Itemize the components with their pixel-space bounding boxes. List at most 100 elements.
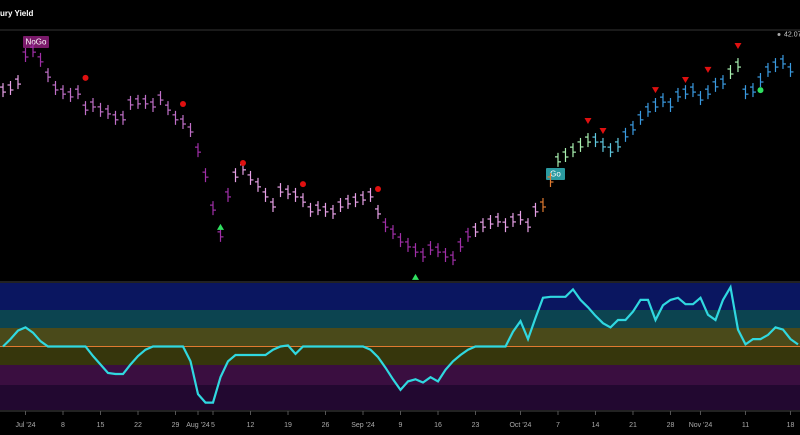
price-bar [614, 137, 621, 152]
signal [681, 77, 689, 83]
price-bar [232, 168, 239, 183]
annotation: Go [550, 170, 561, 179]
x-tick-label: 14 [592, 422, 600, 429]
price-bar [382, 218, 389, 233]
x-tick-label: 15 [97, 422, 105, 429]
band [0, 283, 800, 310]
oscillator-bands [0, 283, 800, 410]
price-bar [134, 94, 141, 109]
price-bar [637, 110, 644, 125]
price-bar [592, 133, 599, 148]
price-bar [247, 170, 254, 185]
band [0, 347, 800, 365]
price-bar [337, 198, 344, 212]
price-bar [52, 80, 59, 95]
price-bar [164, 101, 171, 116]
price-bar [59, 85, 66, 100]
x-tick-label: 22 [134, 422, 142, 429]
price-bar [322, 202, 329, 217]
price-bar [367, 187, 374, 202]
price-bar [674, 87, 681, 102]
price-bar [472, 223, 479, 237]
signal [216, 223, 224, 230]
price-bar [719, 75, 726, 90]
price-bar [757, 73, 764, 87]
price-bar [772, 58, 779, 73]
price-bar [89, 98, 96, 112]
price-bar [44, 68, 51, 83]
price-bar [397, 233, 404, 248]
signal [299, 181, 306, 188]
price-bar [127, 95, 134, 110]
price-bar [104, 104, 111, 119]
price-bar [795, 65, 800, 79]
price-bar [697, 91, 704, 106]
signal [374, 186, 381, 193]
price-bar [547, 173, 554, 187]
price-bar [532, 202, 539, 217]
price-bar [517, 210, 524, 225]
nogo-badge [23, 36, 49, 48]
oscillator-line [2, 284, 799, 404]
x-tick-label: 5 [211, 422, 215, 429]
price-bar [577, 137, 584, 152]
price-bar [112, 110, 119, 125]
x-tick-label: 16 [434, 422, 442, 429]
price-bar [404, 237, 411, 252]
price-bar [37, 52, 44, 67]
price-bar [704, 85, 711, 100]
price-bar [622, 127, 629, 142]
price-bar [277, 183, 284, 198]
price-bar [7, 80, 14, 95]
price-bar [667, 98, 674, 112]
price-bar [217, 227, 224, 242]
price-bar [262, 187, 269, 202]
price-bar [307, 202, 314, 217]
price-bar [644, 102, 651, 117]
price-bar [487, 215, 494, 230]
price-bar [29, 43, 36, 58]
x-tick-label: Aug '24 [186, 422, 210, 429]
signal [82, 74, 89, 81]
signal [584, 117, 592, 124]
price-bar [419, 248, 426, 262]
price-bar [224, 187, 231, 202]
price-bar [67, 87, 74, 102]
signal [239, 159, 246, 166]
x-tick-label: 19 [284, 422, 292, 429]
y-tick [777, 33, 781, 37]
price-bar [689, 83, 696, 98]
price-bar [194, 143, 201, 158]
x-tick-label: 26 [322, 422, 330, 429]
band [0, 365, 800, 385]
annotation: NoGo [26, 38, 47, 47]
price-bar [374, 204, 381, 219]
price-bar [202, 168, 209, 183]
price-bar [344, 194, 351, 209]
price-bar [187, 123, 194, 137]
price-bar [584, 133, 591, 148]
price-bar [712, 77, 719, 92]
signal [599, 128, 607, 135]
price-bar [97, 102, 104, 117]
price-bar [427, 241, 434, 256]
price-bar [74, 85, 81, 100]
price-bar [749, 83, 756, 98]
x-tick-label: 7 [556, 422, 560, 429]
price-bar [14, 75, 21, 90]
price-bar [434, 243, 441, 258]
price-bar [269, 198, 276, 212]
price-bar [652, 98, 659, 112]
price-bar [494, 212, 501, 227]
price-bar [314, 201, 321, 216]
price-bar [569, 143, 576, 158]
price-bar [787, 62, 794, 77]
price-bar [329, 204, 336, 219]
price-bar [22, 48, 29, 62]
price-bar [479, 218, 486, 233]
signal [704, 66, 712, 73]
x-tick-label: 21 [629, 422, 637, 429]
price-bar [359, 191, 366, 206]
